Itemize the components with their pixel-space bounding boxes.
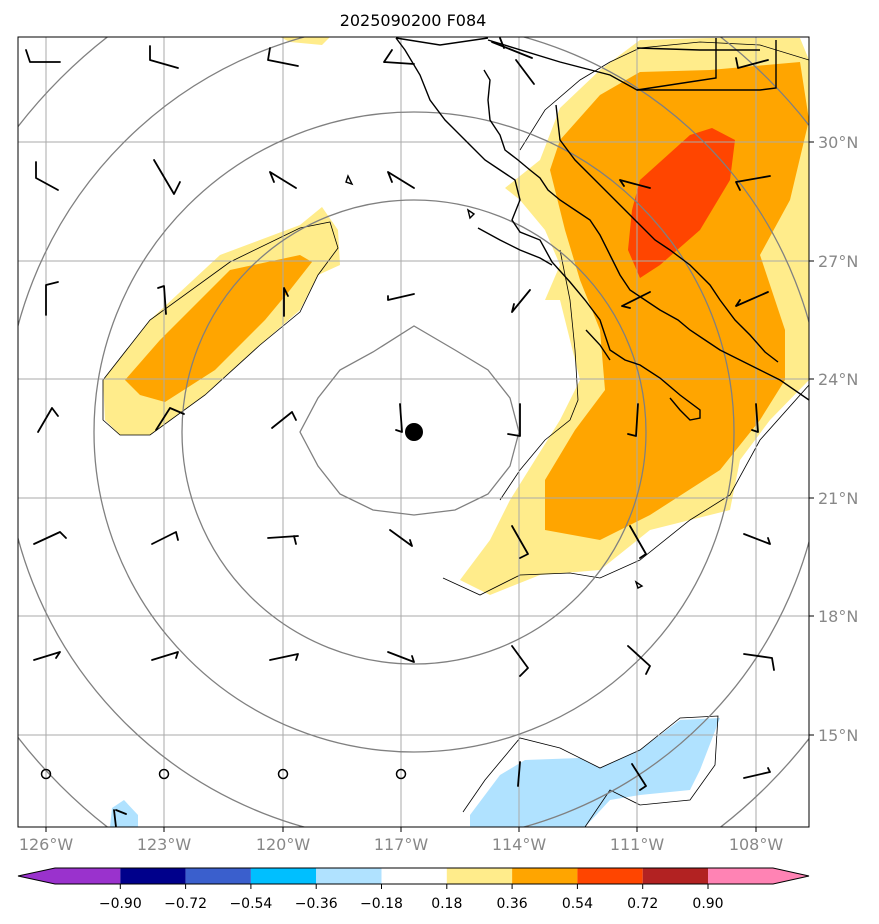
- colorbar-segment: [55, 868, 121, 884]
- colorbar-label: 0.90: [692, 896, 723, 912]
- lat-label: 15°N: [818, 726, 858, 745]
- figure-title: 2025090200 F084: [340, 11, 487, 30]
- gridlines: [18, 37, 809, 827]
- colorbar: −0.90 −0.72 −0.54 −0.36 −0.18 0.18 0.36 …: [17, 867, 810, 912]
- colorbar-extend-low: [18, 868, 55, 884]
- positive-anomaly-fill: [103, 37, 809, 595]
- lat-label: 18°N: [818, 607, 858, 626]
- colorbar-segment: [120, 868, 186, 884]
- storm-center-dot: [405, 423, 423, 441]
- coastlines: [345, 37, 809, 589]
- wind-barbs: [25, 37, 775, 827]
- latitude-labels: 30°N 27°N 24°N 21°N 18°N 15°N: [818, 133, 858, 745]
- colorbar-label: 0.36: [497, 896, 528, 912]
- lat-label: 21°N: [818, 489, 858, 508]
- colorbar-segment: [708, 868, 773, 884]
- colorbar-label: −0.72: [164, 896, 207, 912]
- colorbar-label: −0.36: [295, 896, 338, 912]
- lon-label: 123°W: [137, 835, 192, 854]
- colorbar-label: 0.18: [431, 896, 462, 912]
- colorbar-segment: [316, 868, 382, 884]
- map-frame: [17, 36, 810, 828]
- colorbar-segment: [381, 868, 447, 884]
- colorbar-segment: [642, 868, 708, 884]
- lat-label: 24°N: [818, 370, 858, 389]
- lon-label: 111°W: [610, 835, 665, 854]
- border-lines: [395, 37, 777, 91]
- colorbar-extend-high: [773, 868, 809, 884]
- colorbar-segment: [446, 868, 513, 884]
- lat-label: 30°N: [818, 133, 858, 152]
- colorbar-label: 0.72: [627, 896, 658, 912]
- colorbar-segment: [185, 868, 251, 884]
- contour-lines: [102, 41, 809, 827]
- colorbar-segment: [577, 868, 643, 884]
- colorbar-label: −0.90: [99, 896, 142, 912]
- colorbar-segment: [250, 868, 317, 884]
- lon-label: 108°W: [729, 835, 784, 854]
- lon-label: 126°W: [19, 835, 74, 854]
- longitude-labels: 126°W 123°W 120°W 117°W 114°W 111°W 108°…: [19, 835, 784, 854]
- lon-label: 120°W: [256, 835, 311, 854]
- lon-label: 117°W: [374, 835, 429, 854]
- negative-anomaly-fill: [110, 718, 720, 827]
- axis-ticks: [45, 141, 814, 832]
- calm-wind-circles: [40, 768, 407, 780]
- lat-label: 27°N: [818, 252, 858, 271]
- colorbar-label: −0.54: [229, 896, 272, 912]
- colorbar-label: 0.54: [562, 896, 593, 912]
- colorbar-segment: [512, 868, 578, 884]
- lon-label: 114°W: [492, 835, 547, 854]
- colorbar-outline: [17, 867, 810, 885]
- colorbar-label: −0.18: [360, 896, 403, 912]
